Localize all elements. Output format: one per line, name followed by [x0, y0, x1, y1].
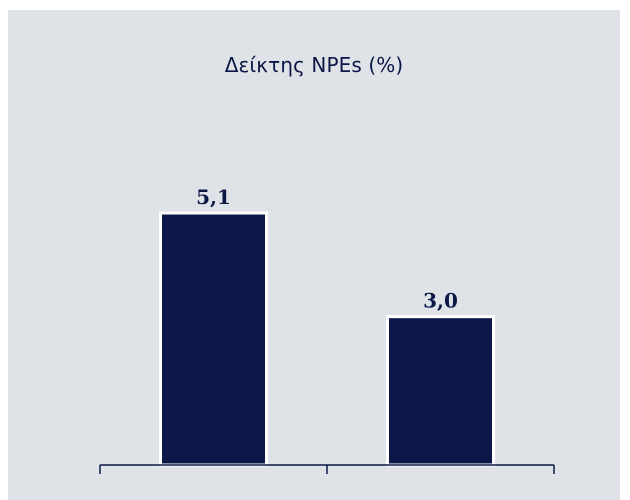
data-label-1: 5,1	[196, 185, 231, 209]
bar-2	[386, 315, 495, 467]
bar-chart: 5,1 3,0	[99, 185, 555, 474]
bars-group	[159, 211, 495, 467]
data-label-2: 3,0	[423, 289, 458, 313]
bar-1	[159, 211, 268, 467]
chart-title: Δείκτης NPEs (%)	[224, 53, 404, 77]
x-axis	[99, 464, 555, 474]
value-labels-group: 5,1 3,0	[196, 185, 458, 313]
chart-panel: Δείκτης NPEs (%) 5,1 3,0	[8, 10, 620, 500]
